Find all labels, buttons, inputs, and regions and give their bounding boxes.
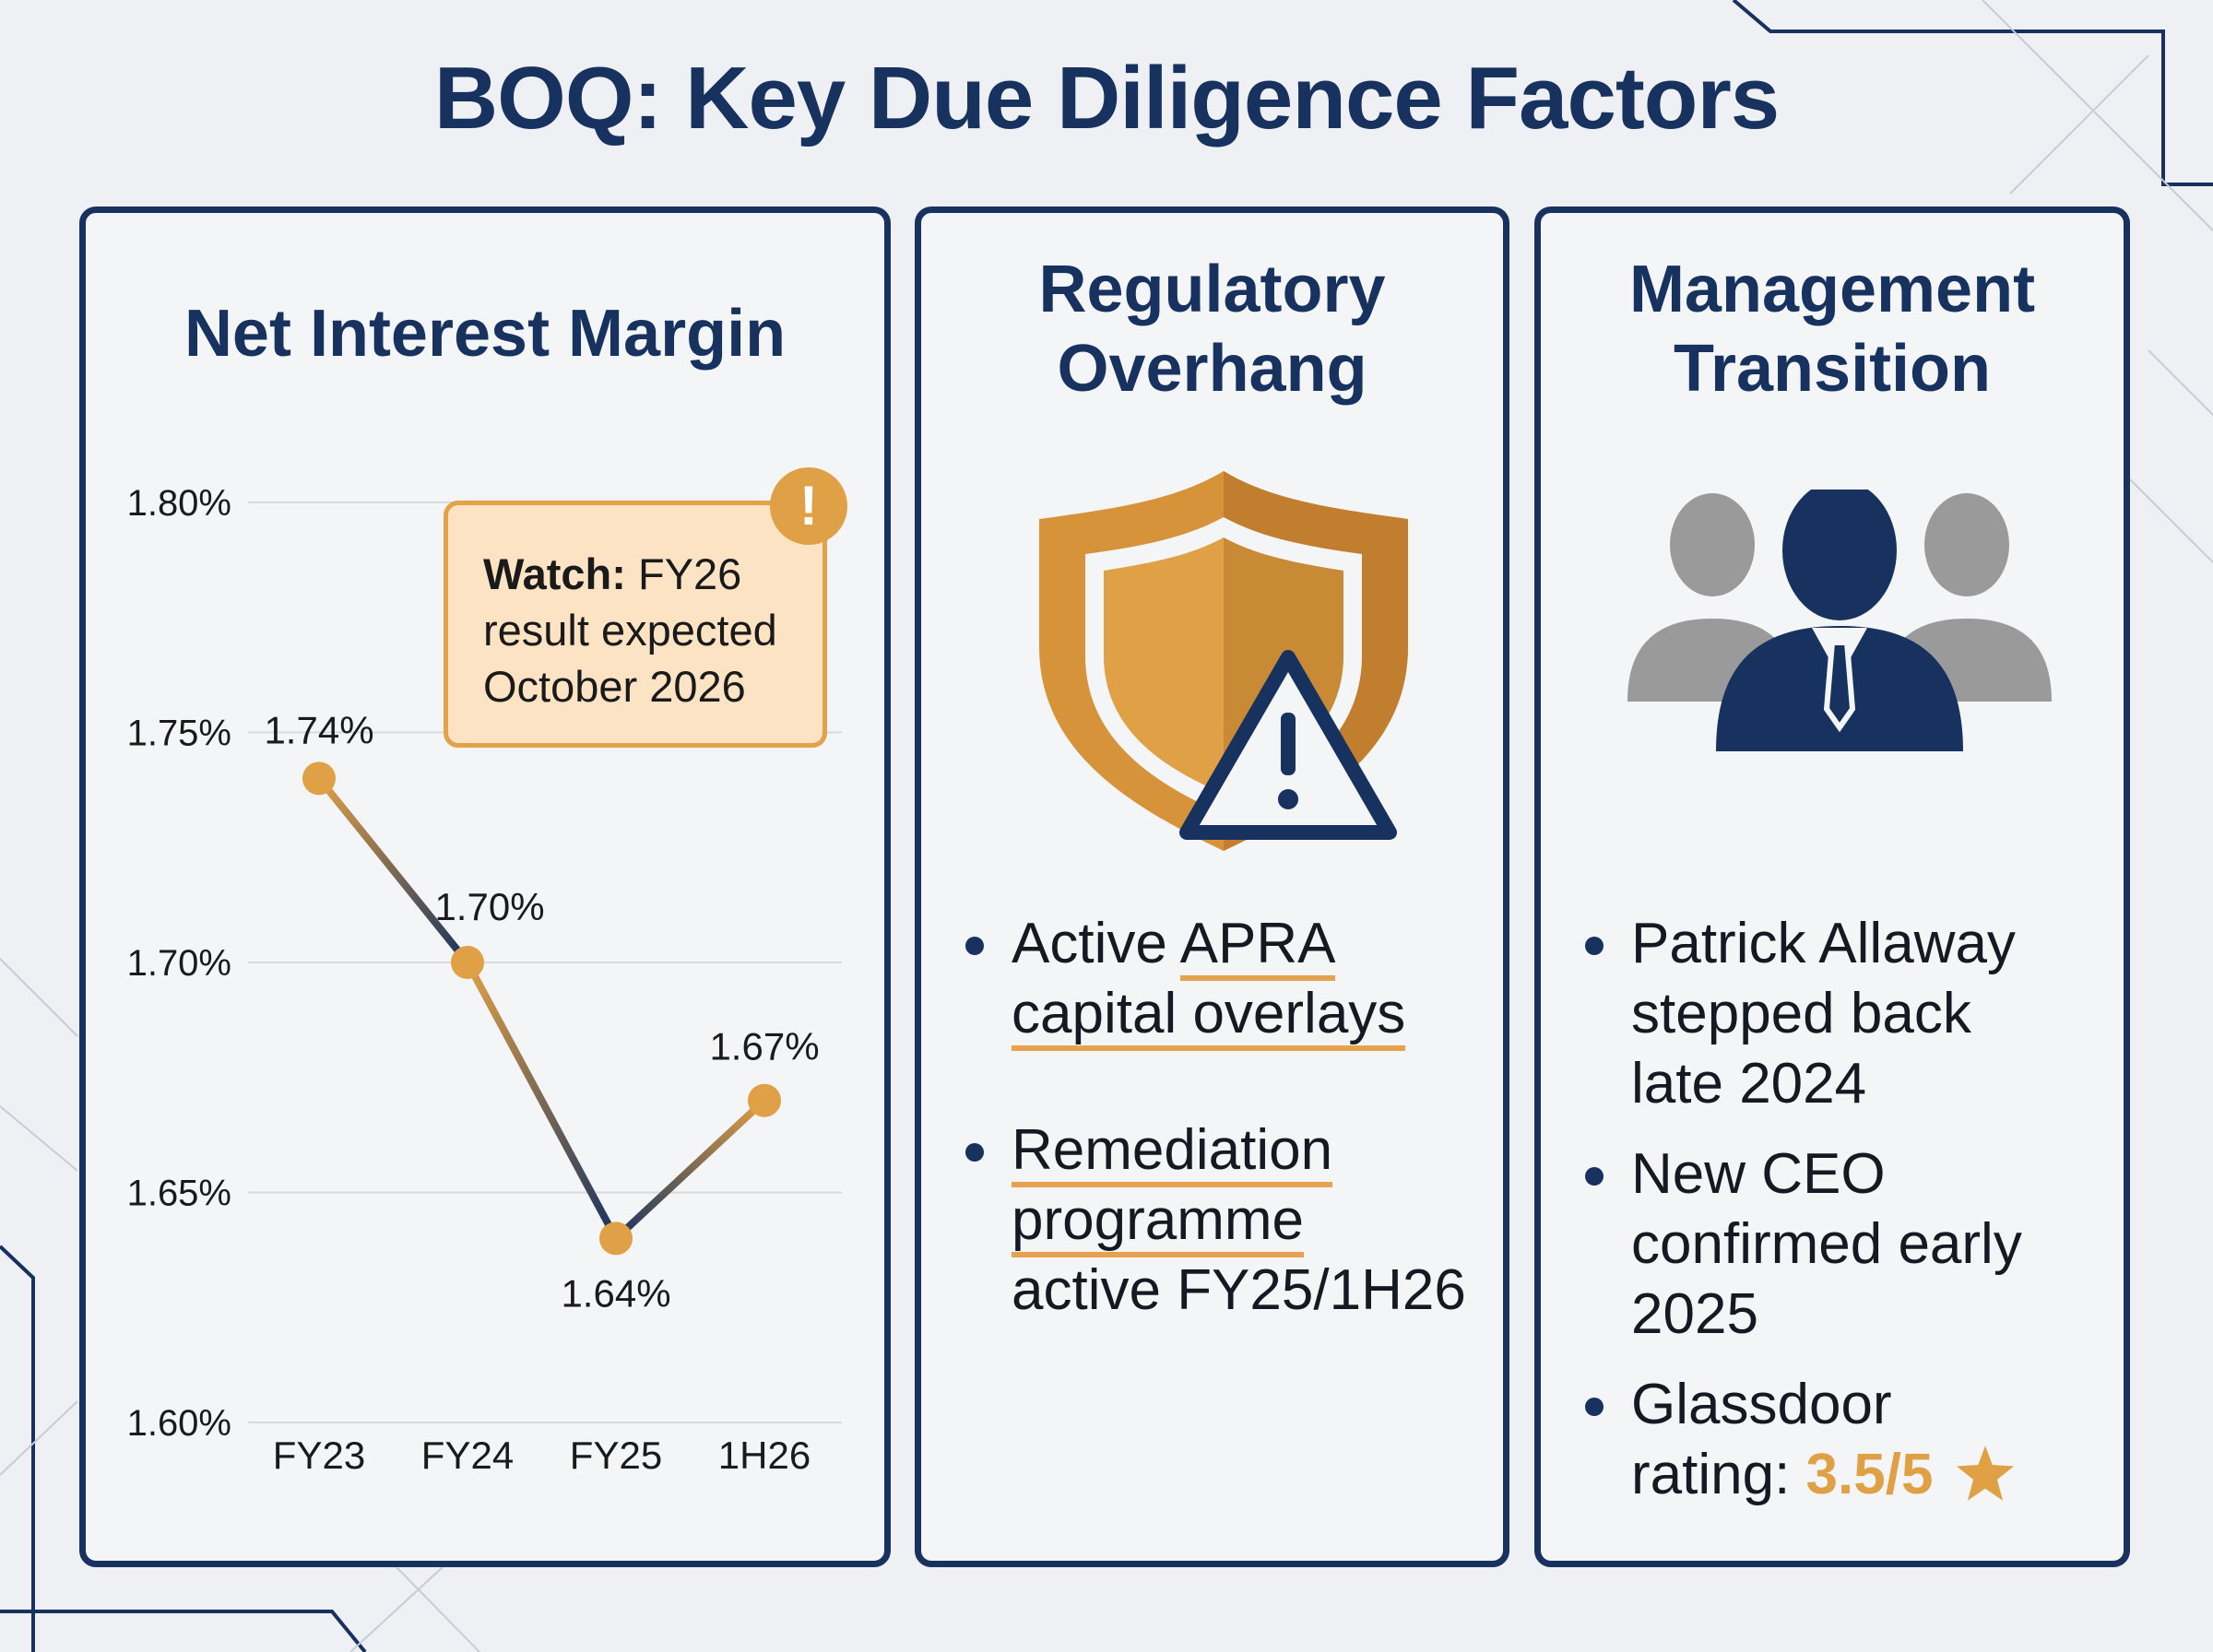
nim-data-label: 1.64% (561, 1271, 670, 1315)
management-panel: Management Transition Patrick Allaway st… (1534, 206, 2130, 1567)
bullet-underlined-text: APRA (1179, 912, 1336, 981)
regulatory-title-line2: Overhang (1057, 332, 1367, 406)
list-item: New CEO confirmed early 2025 (1578, 1139, 2112, 1350)
shield-warning-icon (1039, 471, 1408, 858)
regulatory-panel-title: Regulatory Overhang (921, 250, 1503, 408)
exclamation-icon: ! (770, 467, 847, 545)
regulatory-bullets: Active APRA capital overlays Remediation… (958, 909, 1511, 1392)
nim-data-label: 1.70% (434, 885, 544, 928)
bullet-dot (965, 1143, 984, 1162)
nim-data-point (748, 1083, 781, 1117)
nim-panel-title: Net Interest Margin (183, 297, 787, 371)
callout-label: Watch: (483, 549, 626, 598)
glassdoor-rating-prefix: rating: (1631, 1443, 1806, 1506)
x-tick-label: 1H26 (718, 1434, 811, 1477)
bullet-dot (965, 937, 984, 955)
bullet-text: stepped back (1631, 982, 1971, 1045)
x-tick-label: FY25 (570, 1434, 662, 1477)
list-item: Remediation programme active FY25/1H26 (958, 1115, 1511, 1326)
regulatory-title-line1: Regulatory (1038, 253, 1386, 326)
y-tick-label: 1.65% (127, 1174, 231, 1214)
callout-text-line3: October 2026 (483, 662, 746, 711)
bullet-dot (1585, 1398, 1604, 1416)
nim-data-label: 1.67% (709, 1025, 819, 1068)
management-title-line1: Management (1628, 253, 2036, 326)
nim-data-point (302, 761, 336, 796)
bullet-text: New CEO (1631, 1142, 1886, 1206)
bullet-text: Patrick Allaway (1631, 912, 2016, 975)
bullet-dot (1585, 1167, 1604, 1186)
regulatory-panel: Regulatory Overhang Active APRA capital … (915, 206, 1509, 1567)
nim-line-segment (464, 959, 620, 1243)
glassdoor-rating-value: 3.5/5 (1805, 1443, 1934, 1506)
bullet-text: 2025 (1631, 1282, 1758, 1346)
bullet-text: active FY25/1H26 (1012, 1258, 1466, 1322)
glassdoor-label: Glassdoor (1631, 1373, 1892, 1436)
y-tick-label: 1.75% (127, 714, 231, 754)
nim-data-point (451, 946, 484, 979)
bullet-underlined-text: Remediation (1012, 1118, 1333, 1187)
x-tick-label: FY23 (273, 1434, 365, 1477)
bullet-underlined-text: programme (1012, 1188, 1304, 1257)
management-bullets: Patrick Allaway stepped back late 2024 N… (1578, 909, 2112, 1530)
team-people-icon (1627, 480, 2052, 785)
callout-text-line1: FY26 (637, 549, 742, 598)
nim-line-chart: 1.60% 1.65% 1.70% 1.75% 1.80% FY23 FY24 FY25 1H2… (127, 483, 842, 1477)
nim-line-segment (612, 1096, 768, 1243)
nim-data-point (599, 1221, 633, 1256)
bullet-dot (1585, 937, 1604, 955)
bullet-text: confirmed early (1631, 1212, 2022, 1276)
page-title: BOQ: Key Due Diligence Factors (433, 49, 1780, 148)
bullet-text: late 2024 (1631, 1052, 1867, 1115)
callout-text-line2: result expected (483, 606, 777, 655)
star-icon (1956, 1446, 2014, 1501)
watch-callout: Watch: FY26 result expected October 2026 (444, 501, 827, 748)
nim-line-segment (315, 774, 471, 966)
list-item: Glassdoor rating: 3.5/5 (1578, 1370, 2112, 1510)
bullet-text: Active (1012, 912, 1180, 975)
y-tick-label: 1.80% (127, 483, 231, 524)
management-title-line2: Transition (1673, 332, 1992, 406)
list-item: Patrick Allaway stepped back late 2024 (1578, 909, 2112, 1119)
bullet-underlined-text: capital overlays (1012, 982, 1406, 1051)
nim-data-label: 1.74% (264, 708, 373, 751)
management-panel-title: Management Transition (1541, 250, 2124, 408)
nim-panel: Net Interest Margin 1.60% 1.65% 1.70% 1.75%… (79, 206, 891, 1567)
list-item: Active APRA capital overlays (958, 909, 1511, 1051)
x-tick-label: FY24 (421, 1434, 514, 1477)
y-tick-label: 1.70% (127, 943, 231, 984)
y-tick-label: 1.60% (127, 1403, 231, 1444)
